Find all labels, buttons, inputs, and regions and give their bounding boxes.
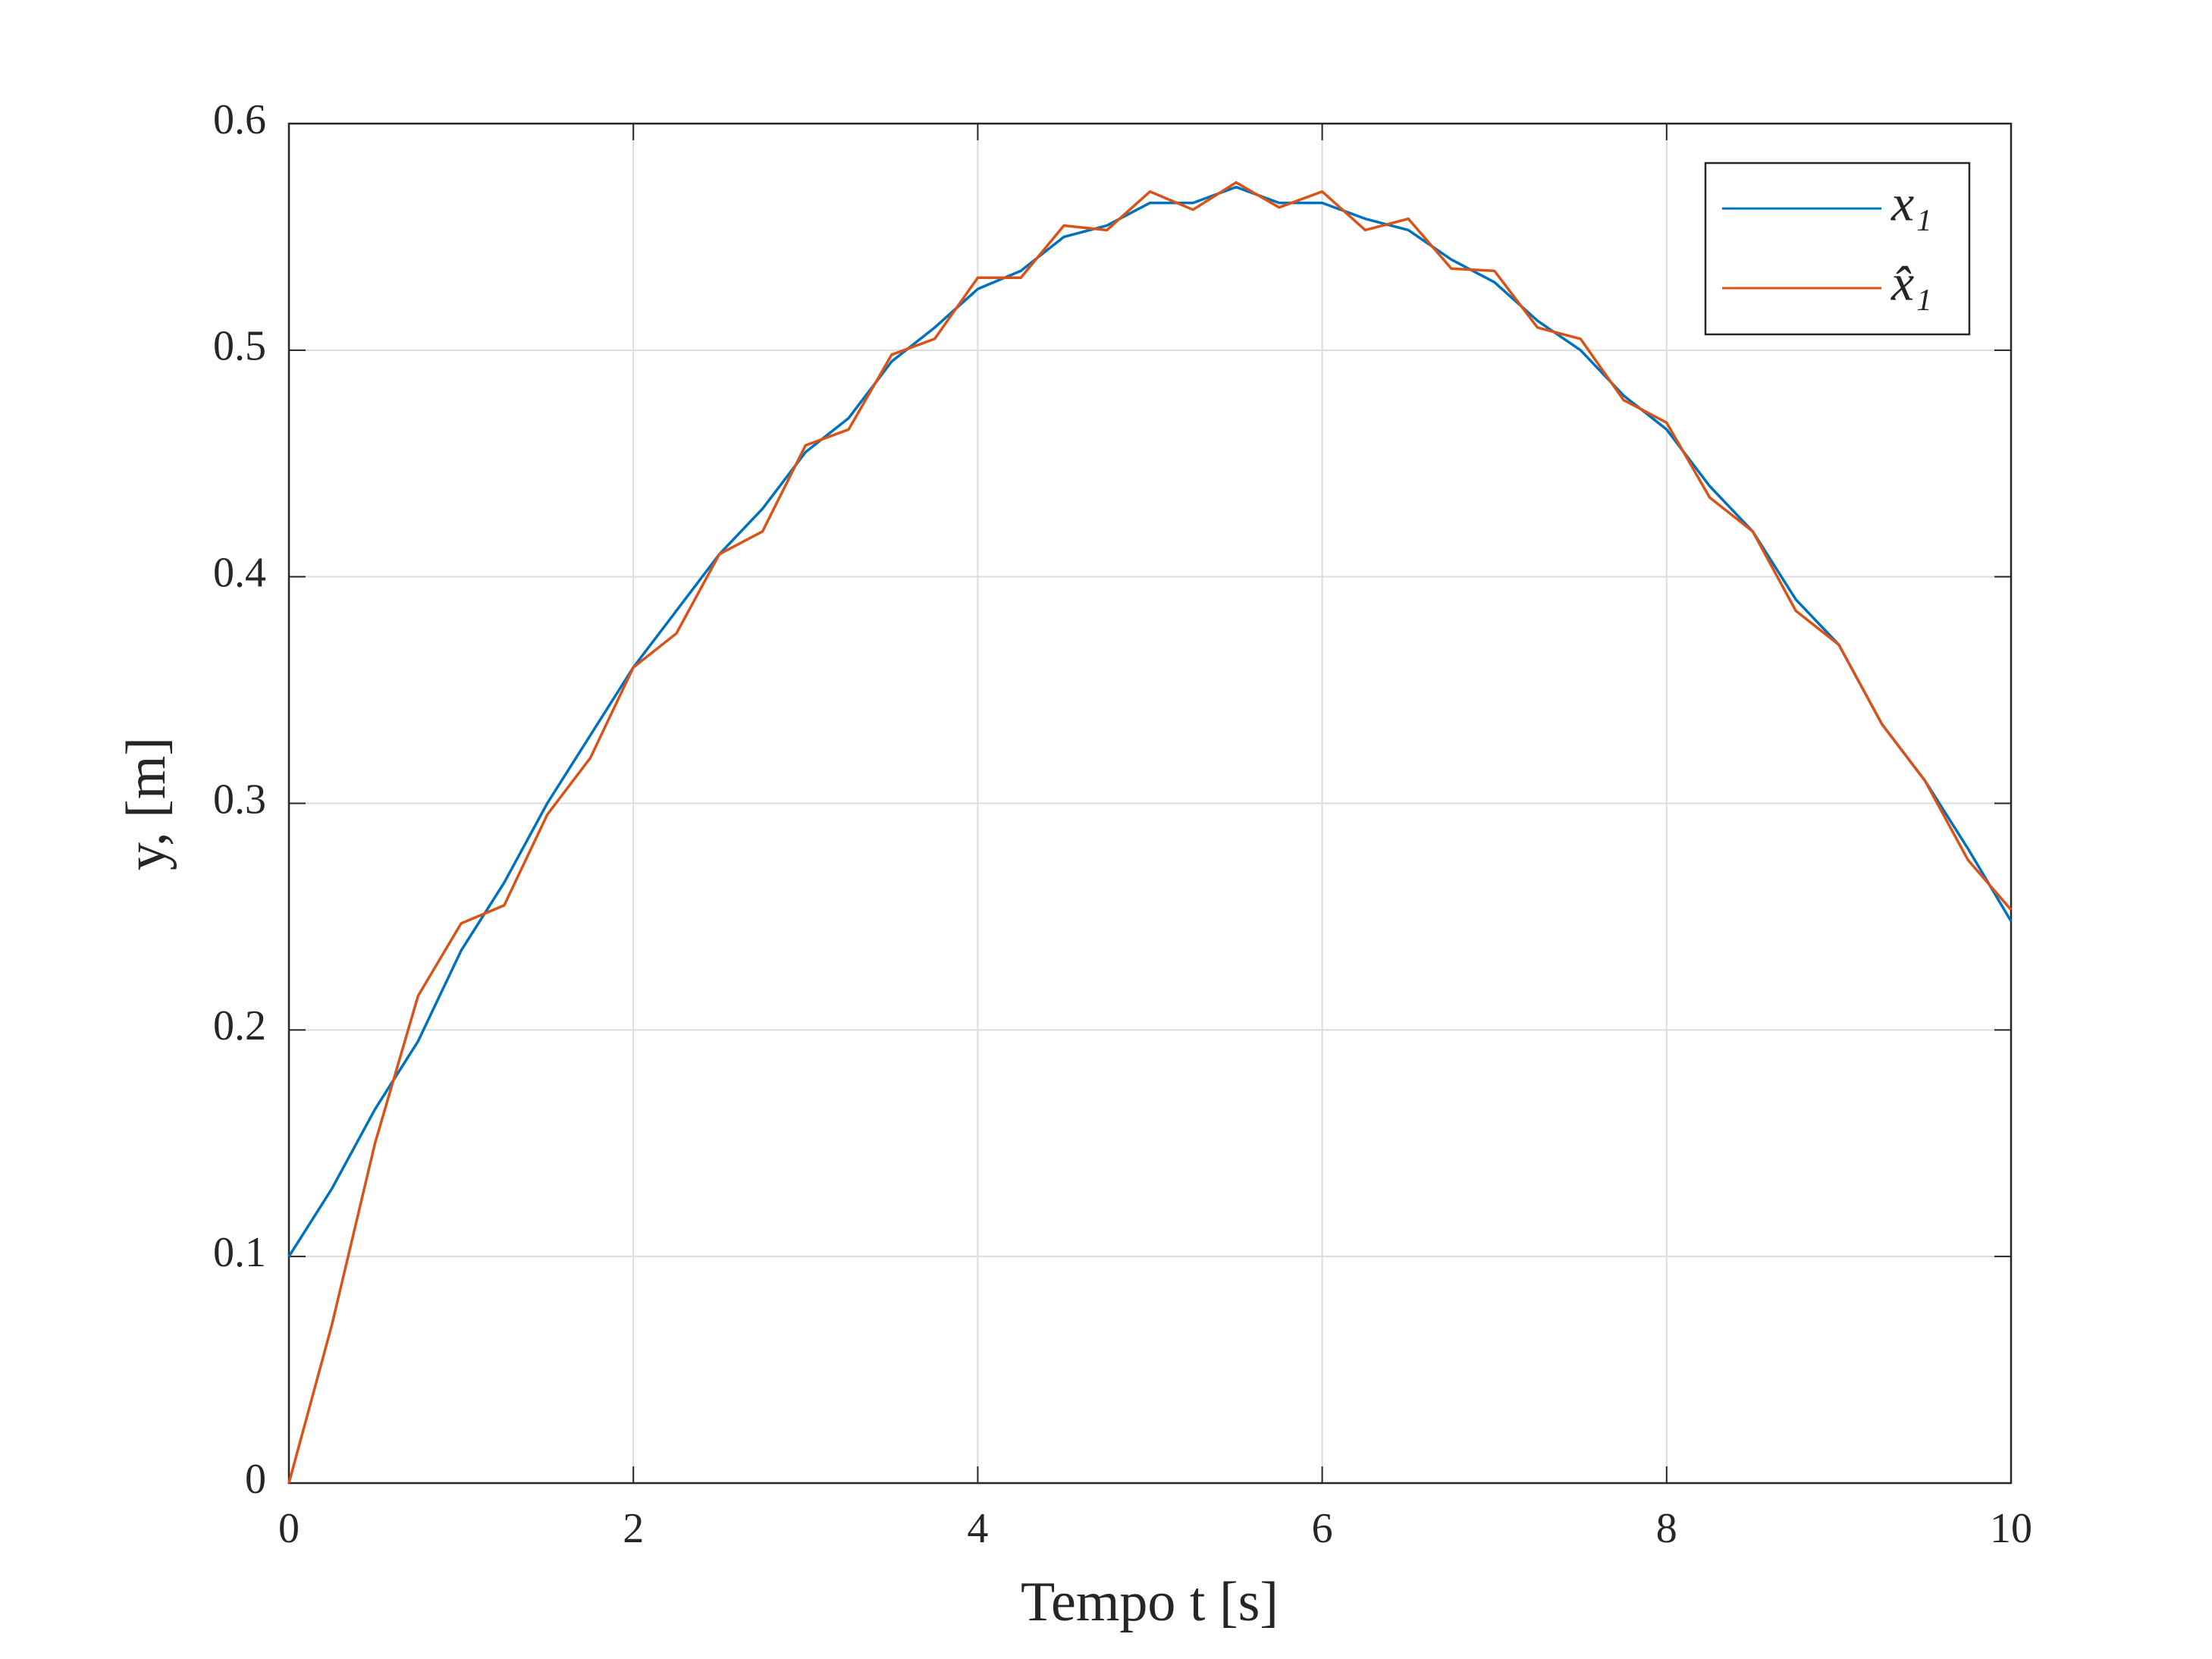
x-tick-label: 2 [623,1505,644,1552]
data-line [287,185,2013,1258]
legend-box [1704,162,1971,336]
y-tick-label: 0.1 [213,1229,266,1276]
legend-label: x₁ [1890,174,1932,232]
y-tick-label: 0.5 [213,323,266,370]
x-tick-label: 8 [1656,1505,1677,1552]
y-tick-label: 0.4 [213,550,266,597]
x-tick-label: 6 [1312,1505,1333,1552]
plot-frame [287,122,2013,1485]
x-tick-label: 10 [1990,1505,2032,1552]
y-tick-label: 0.2 [213,1002,266,1049]
x-axis-label: Tempo t [s] [1021,1571,1279,1633]
y-axis-label: y, [m] [115,737,177,870]
y-tick-label: 0 [245,1456,266,1503]
legend-label: x̂₁ [1890,254,1932,312]
y-tick-label: 0.3 [213,776,266,823]
x-tick-label: 0 [278,1505,300,1552]
y-tick-label: 0.6 [213,96,266,143]
data-line [287,180,2013,1484]
x-tick-label: 4 [967,1505,988,1552]
